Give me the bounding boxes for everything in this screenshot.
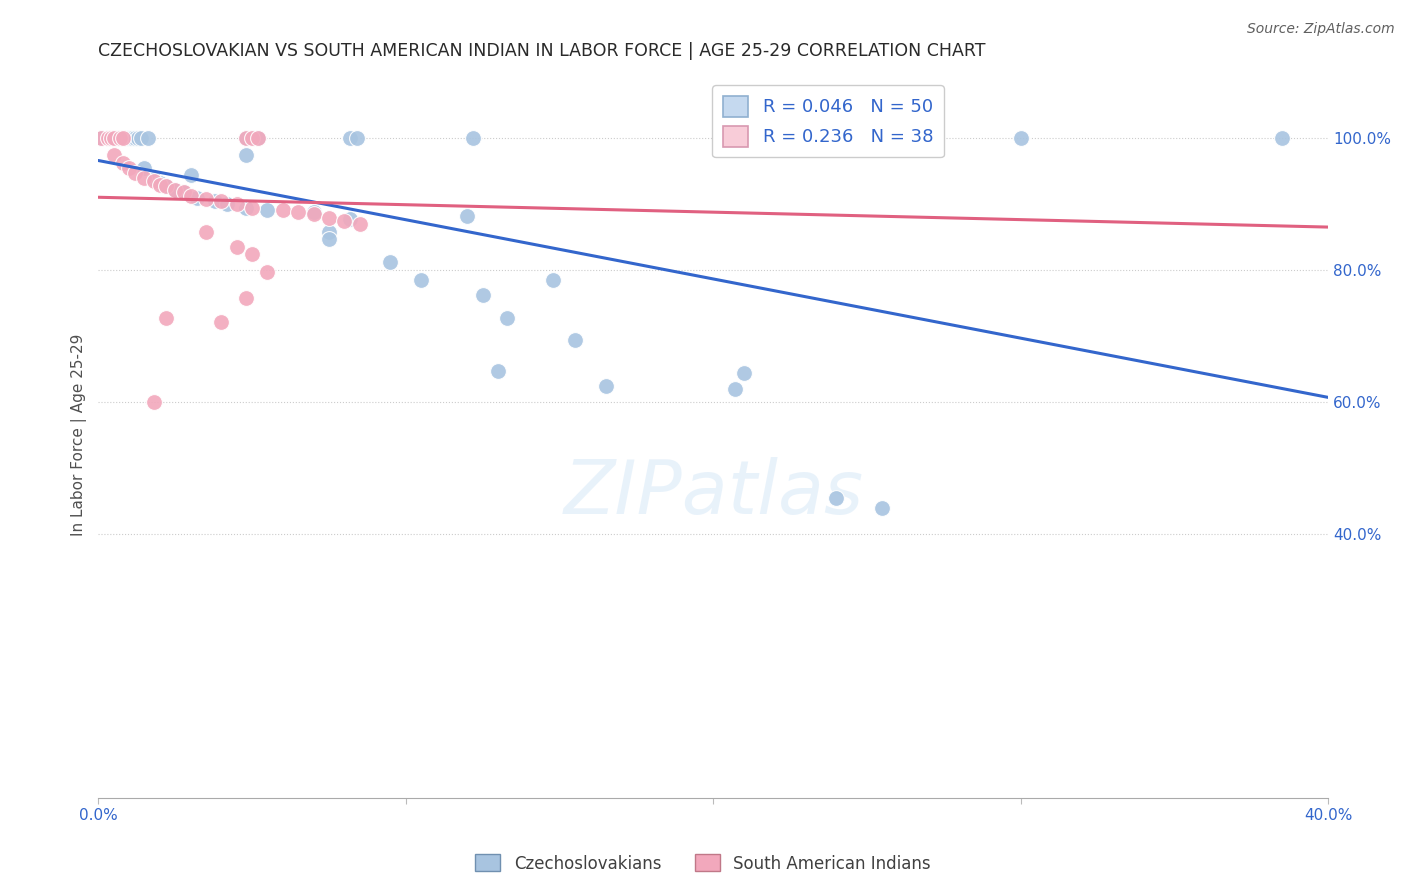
Point: [180, 168, 202, 182]
Point: [124, 166, 146, 180]
Point: [121, 131, 143, 145]
Point: [155, 178, 177, 193]
Point: [240, 201, 263, 215]
Point: [90, 131, 112, 145]
Point: [103, 131, 125, 145]
Point: [165, 183, 187, 197]
Point: [142, 172, 165, 186]
Point: [127, 131, 149, 145]
Point: [225, 240, 247, 254]
Point: [240, 247, 263, 261]
Legend: Czechoslovakians, South American Indians: Czechoslovakians, South American Indians: [468, 847, 938, 880]
Point: [103, 148, 125, 162]
Legend: R = 0.046   N = 50, R = 0.236   N = 38: R = 0.046 N = 50, R = 0.236 N = 38: [711, 85, 943, 158]
Point: [149, 178, 172, 192]
Point: [134, 161, 156, 175]
Point: [825, 131, 848, 145]
Point: [155, 310, 177, 325]
Point: [108, 131, 131, 145]
Point: [339, 131, 361, 145]
Point: [111, 131, 134, 145]
Point: [411, 273, 433, 287]
Point: [825, 491, 848, 505]
Point: [235, 131, 257, 145]
Point: [225, 197, 247, 211]
Point: [256, 202, 278, 217]
Point: [180, 189, 202, 203]
Point: [111, 131, 134, 145]
Point: [333, 214, 356, 228]
Point: [240, 131, 263, 145]
Point: [287, 205, 309, 219]
Point: [1010, 131, 1032, 145]
Point: [209, 315, 232, 329]
Point: [100, 131, 122, 145]
Text: CZECHOSLOVAKIAN VS SOUTH AMERICAN INDIAN IN LABOR FORCE | AGE 25-29 CORRELATION : CZECHOSLOVAKIAN VS SOUTH AMERICAN INDIAN…: [98, 42, 986, 60]
Point: [247, 131, 270, 145]
Point: [90, 131, 112, 145]
Point: [204, 194, 226, 208]
Point: [235, 201, 257, 215]
Point: [543, 273, 565, 287]
Point: [194, 192, 217, 206]
Point: [173, 186, 195, 200]
Point: [108, 131, 131, 145]
Point: [209, 194, 232, 208]
Point: [103, 131, 125, 145]
Point: [240, 131, 263, 145]
Point: [247, 131, 270, 145]
Point: [115, 131, 138, 145]
Point: [118, 161, 141, 175]
Point: [194, 225, 217, 239]
Point: [173, 186, 195, 200]
Point: [346, 131, 368, 145]
Point: [235, 131, 257, 145]
Point: [155, 178, 177, 193]
Point: [318, 232, 340, 246]
Point: [463, 131, 485, 145]
Point: [349, 217, 371, 231]
Point: [872, 500, 894, 515]
Point: [235, 148, 257, 162]
Point: [186, 191, 208, 205]
Point: [134, 171, 156, 186]
Point: [97, 131, 120, 145]
Point: [217, 197, 239, 211]
Point: [496, 310, 519, 325]
Y-axis label: In Labor Force | Age 25-29: In Labor Force | Age 25-29: [72, 334, 87, 536]
Point: [318, 211, 340, 225]
Point: [271, 202, 294, 217]
Point: [486, 363, 509, 377]
Point: [733, 366, 755, 380]
Point: [136, 131, 159, 145]
Point: [318, 225, 340, 239]
Point: [380, 255, 402, 269]
Point: [131, 131, 153, 145]
Point: [100, 131, 122, 145]
Point: [302, 207, 325, 221]
Point: [111, 156, 134, 170]
Point: [142, 174, 165, 188]
Point: [97, 131, 120, 145]
Point: [456, 209, 478, 223]
Text: Source: ZipAtlas.com: Source: ZipAtlas.com: [1247, 22, 1395, 37]
Point: [235, 291, 257, 305]
Point: [471, 288, 494, 302]
Point: [595, 378, 617, 392]
Point: [339, 211, 361, 226]
Point: [105, 131, 128, 145]
Point: [256, 265, 278, 279]
Point: [302, 205, 325, 219]
Point: [825, 131, 848, 145]
Point: [165, 183, 187, 197]
Text: ZIPatlas: ZIPatlas: [564, 458, 863, 529]
Point: [142, 395, 165, 409]
Point: [118, 131, 141, 145]
Point: [564, 333, 586, 347]
Point: [124, 131, 146, 145]
Point: [724, 382, 747, 396]
Point: [149, 176, 172, 190]
Point: [1271, 131, 1294, 145]
